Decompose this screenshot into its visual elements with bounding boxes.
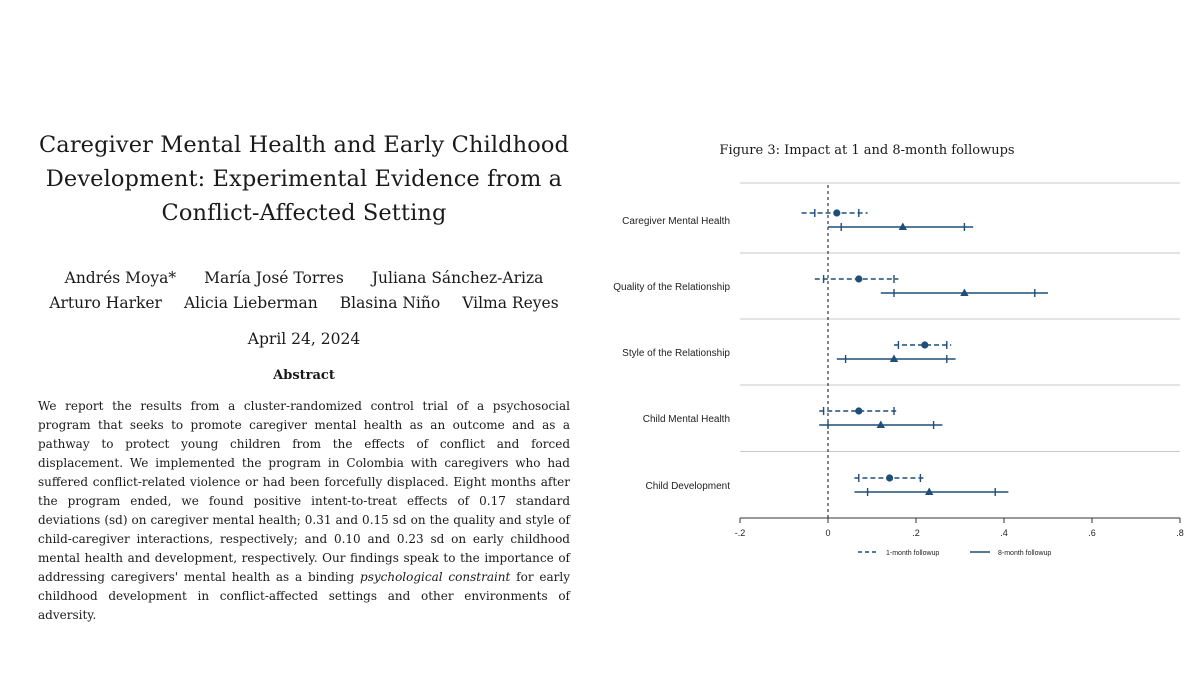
x-tick-label: .4 bbox=[1000, 528, 1008, 538]
x-tick-label: .6 bbox=[1088, 528, 1096, 538]
author-row: Arturo Harker Alicia Lieberman Blasina N… bbox=[36, 291, 572, 316]
x-tick-label: 0 bbox=[825, 528, 830, 538]
point-estimate bbox=[855, 407, 863, 415]
title-line: Conflict-Affected Setting bbox=[161, 200, 447, 226]
author: Arturo Harker bbox=[49, 294, 162, 312]
point-estimate bbox=[925, 487, 934, 495]
author: Andrés Moya* bbox=[64, 269, 177, 287]
author-list: Andrés Moya* María José Torres Juliana S… bbox=[36, 266, 572, 316]
author: Blasina Niño bbox=[339, 294, 441, 312]
category-label: Child Development bbox=[646, 481, 731, 492]
paper-date: April 24, 2024 bbox=[247, 330, 361, 348]
category-label: Child Mental Health bbox=[643, 414, 730, 425]
paper-title: Caregiver Mental Health and Early Childh… bbox=[36, 128, 572, 230]
x-tick-label: .8 bbox=[1176, 528, 1184, 538]
category-label: Caregiver Mental Health bbox=[622, 216, 730, 227]
point-estimate bbox=[960, 288, 969, 296]
point-estimate bbox=[889, 354, 899, 362]
abstract-body: We report the results from a cluster-ran… bbox=[38, 399, 570, 584]
coefficient-plot: -.2 0 .2 .4 .6 .8 Caregiver Mental Health Quali… bbox=[613, 182, 1184, 557]
abstract-text: We report the results from a cluster-ran… bbox=[36, 397, 572, 625]
category-label: Style of the Relationship bbox=[622, 348, 730, 359]
abstract-body-end: for early childhood development in confl… bbox=[38, 570, 571, 622]
x-tick-label: .2 bbox=[912, 528, 920, 538]
author: Vilma Reyes bbox=[462, 294, 559, 312]
author: Juliana Sánchez-Ariza bbox=[371, 269, 544, 287]
title-line: Development: Experimental Evidence from … bbox=[45, 166, 563, 192]
author: Alicia Lieberman bbox=[183, 294, 318, 312]
point-estimate bbox=[833, 209, 841, 217]
legend-label: 1-month followup bbox=[886, 550, 939, 557]
figure-caption: Figure 3: Impact at 1 and 8-month follow… bbox=[719, 143, 1015, 158]
figure-3: Figure 3: Impact at 1 and 8-month follow… bbox=[590, 130, 1190, 580]
abstract-heading: Abstract bbox=[273, 368, 335, 383]
legend-label: 8-month followup bbox=[998, 550, 1051, 557]
category-label: Quality of the Relationship bbox=[613, 282, 730, 293]
point-estimate bbox=[876, 420, 885, 428]
point-estimate bbox=[898, 222, 907, 230]
abstract-emphasis: psychological constraint bbox=[360, 570, 511, 584]
title-line: Caregiver Mental Health and Early Childh… bbox=[38, 132, 570, 158]
point-estimate bbox=[921, 341, 929, 349]
author-row: Andrés Moya* María José Torres Juliana S… bbox=[36, 266, 572, 291]
point-estimate bbox=[886, 474, 894, 482]
x-tick-label: -.2 bbox=[735, 528, 746, 538]
point-estimate bbox=[855, 275, 863, 283]
paper-title-page: Caregiver Mental Health and Early Childh… bbox=[36, 128, 572, 637]
author: María José Torres bbox=[204, 269, 344, 287]
